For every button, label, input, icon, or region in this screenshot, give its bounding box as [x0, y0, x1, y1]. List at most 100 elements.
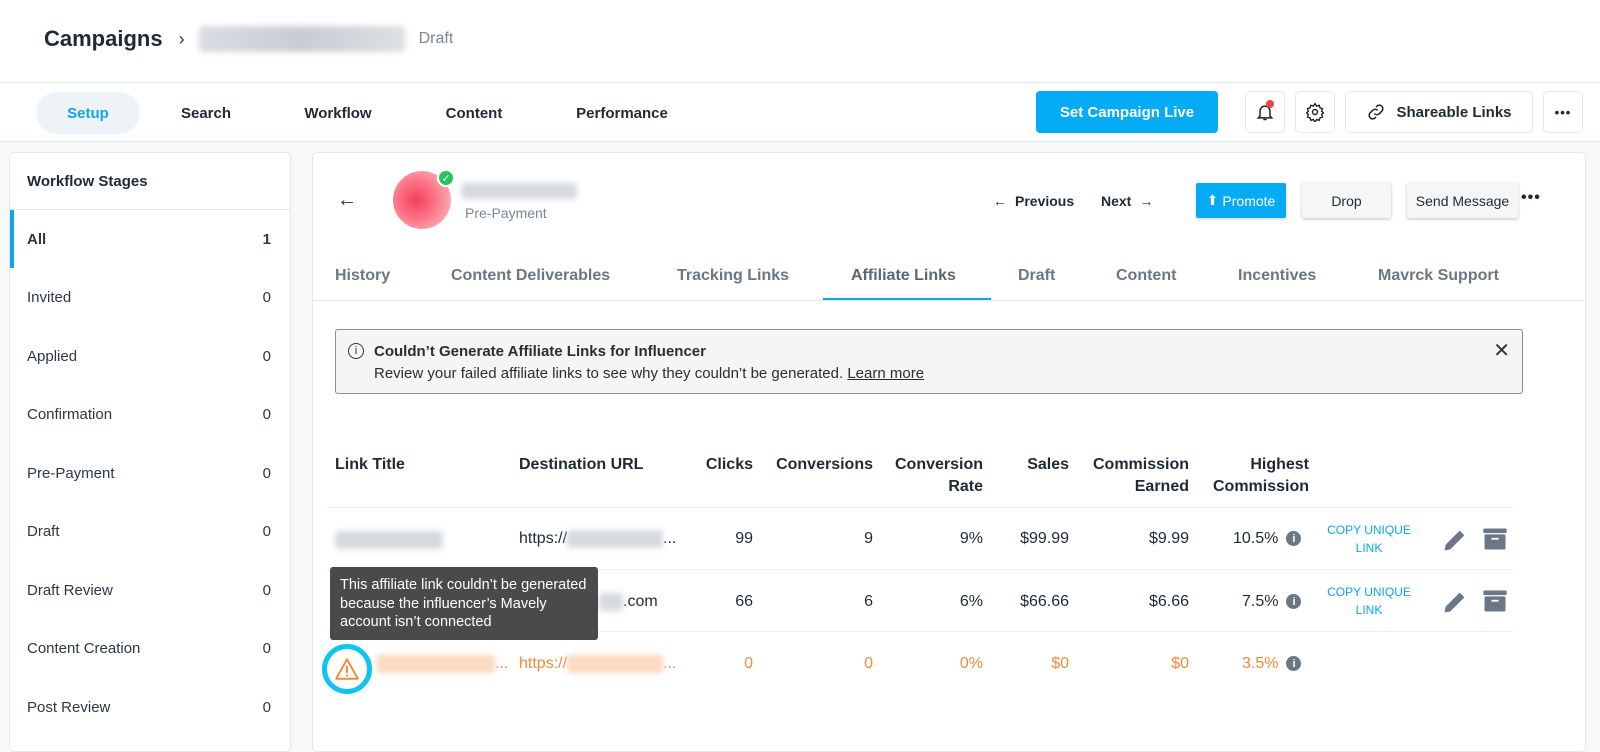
stage-count: 0 [262, 289, 271, 307]
copy-unique-link-button[interactable]: COPY UNIQUE LINK [1319, 521, 1419, 557]
stage-count: 0 [262, 640, 271, 658]
highest-value: 7.5% [1242, 593, 1279, 610]
stage-confirmation[interactable]: Confirmation 0 [10, 386, 290, 445]
tab-content[interactable]: Content [445, 104, 503, 122]
info-icon[interactable]: i [1286, 531, 1302, 547]
pencil-icon[interactable] [1441, 588, 1469, 616]
stage-post-review[interactable]: Post Review 0 [10, 678, 290, 737]
more-icon: ••• [1554, 104, 1572, 120]
subtab-affiliate-links[interactable]: Affiliate Links [851, 267, 956, 284]
next-button[interactable]: Next → [1101, 193, 1153, 209]
subtab-incentives[interactable]: Incentives [1238, 267, 1317, 284]
active-tab-indicator [823, 298, 991, 300]
col-highest-commission: Highest Commission [1199, 454, 1309, 498]
affiliate-links-alert: i Couldn’t Generate Affiliate Links for … [335, 329, 1523, 394]
col-destination-url: Destination URL [519, 456, 644, 473]
highest-commission-value: 7.5% i [1242, 593, 1302, 611]
subtab-draft[interactable]: Draft [1018, 267, 1056, 284]
influencer-detail-panel: ← ✓ Pre-Payment ← Previous Next → ⬆ Promote… [312, 152, 1586, 752]
highest-value: 10.5% [1233, 530, 1279, 547]
stage-invited[interactable]: Invited 0 [10, 269, 290, 328]
avatar: ✓ [393, 169, 455, 229]
learn-more-link[interactable]: Learn more [847, 365, 925, 382]
stage-all[interactable]: All 1 [10, 210, 290, 269]
sales-value: $99.99 [1020, 530, 1069, 547]
notifications-button[interactable] [1245, 91, 1285, 133]
subtab-content-deliverables[interactable]: Content Deliverables [451, 267, 611, 284]
destination-url[interactable]: https://... [519, 530, 676, 548]
workflow-stages-panel: Workflow Stages All 1 Invited 0 Applied 0 C… [9, 152, 291, 752]
clicks-value: 99 [735, 530, 753, 547]
highest-value: 3.5% [1242, 655, 1279, 672]
close-icon[interactable]: ✕ [1493, 340, 1510, 362]
archive-icon[interactable] [1481, 587, 1509, 615]
url-prefix: https:// [519, 655, 568, 673]
url-suffix: .com [623, 593, 658, 611]
more-icon[interactable]: ••• [1521, 189, 1541, 206]
info-icon: i [348, 343, 364, 359]
promote-button[interactable]: ⬆ Promote [1196, 183, 1286, 218]
workflow-stages-title: Workflow Stages [10, 153, 290, 210]
stage-count: 1 [262, 230, 271, 248]
failed-link-tooltip: This affiliate link couldn’t be generate… [330, 567, 598, 640]
more-options-button[interactable]: ••• [1543, 91, 1583, 133]
stage-pre-payment[interactable]: Pre-Payment 0 [10, 444, 290, 503]
conversions-value: 6 [864, 593, 873, 610]
highest-commission-value: 10.5% i [1233, 530, 1302, 548]
url-prefix: https:// [519, 530, 568, 548]
col-conversions: Conversions [776, 456, 873, 473]
previous-button[interactable]: ← Previous [993, 193, 1074, 209]
copy-unique-link-button[interactable]: COPY UNIQUE LINK [1319, 583, 1419, 619]
subtab-history[interactable]: History [335, 267, 391, 284]
campaign-status: Draft [418, 30, 454, 47]
col-header-line: Commission [1212, 478, 1309, 495]
back-arrow-icon[interactable]: ← [337, 189, 357, 211]
failed-link-warning-highlight[interactable] [322, 644, 372, 694]
set-campaign-live-button[interactable]: Set Campaign Live [1036, 91, 1218, 133]
shareable-links-button[interactable]: Shareable Links [1345, 91, 1533, 133]
col-header-line: Conversion [894, 456, 983, 473]
stage-count: 0 [262, 406, 271, 424]
pencil-icon[interactable] [1441, 526, 1469, 554]
settings-button[interactable] [1295, 91, 1335, 133]
archive-icon[interactable] [1481, 525, 1509, 553]
stage-applied[interactable]: Applied 0 [10, 327, 290, 386]
tab-performance[interactable]: Performance [576, 104, 668, 122]
col-clicks: Clicks [705, 456, 753, 473]
stage-content-creation[interactable]: Content Creation 0 [10, 620, 290, 679]
alert-title: Couldn’t Generate Affiliate Links for In… [374, 343, 706, 360]
tab-setup[interactable]: Setup [36, 92, 140, 134]
destination-url[interactable]: .com [599, 593, 658, 611]
stage-label: Content Creation [27, 640, 141, 658]
drop-button[interactable]: Drop [1302, 183, 1391, 218]
info-icon[interactable]: i [1286, 594, 1302, 610]
campaign-name-blurred [198, 26, 405, 52]
subtab-tracking-links[interactable]: Tracking Links [677, 267, 790, 284]
col-header-line: Rate [948, 478, 983, 495]
link-title-blurred: ... [377, 655, 508, 673]
gear-icon [1305, 102, 1325, 122]
stage-label: Applied [27, 347, 78, 365]
conversions-value: 9 [864, 530, 873, 547]
tab-workflow[interactable]: Workflow [304, 104, 372, 122]
subtab-mavrck-support[interactable]: Mavrck Support [1378, 267, 1499, 284]
conversion-rate-value: 9% [959, 530, 983, 547]
arrow-right-icon: → [1139, 193, 1154, 209]
shareable-links-label: Shareable Links [1396, 103, 1512, 121]
breadcrumb-campaigns[interactable]: Campaigns [44, 26, 163, 51]
arrow-up-icon: ⬆ [1206, 192, 1219, 208]
commission-value: $0 [1171, 655, 1189, 672]
tab-search[interactable]: Search [180, 104, 232, 122]
alert-body: Review your failed affiliate links to se… [374, 365, 924, 382]
previous-label: Previous [1015, 193, 1075, 209]
destination-url[interactable]: https://... [519, 655, 676, 673]
col-commission-earned: Commission Earned [1079, 454, 1189, 498]
stage-label: Pre-Payment [27, 464, 115, 482]
info-icon[interactable]: i [1286, 656, 1302, 672]
influencer-name-blurred [461, 183, 577, 199]
stage-label: Draft Review [27, 581, 113, 599]
stage-draft[interactable]: Draft 0 [10, 503, 290, 562]
stage-draft-review[interactable]: Draft Review 0 [10, 561, 290, 620]
subtab-content[interactable]: Content [1116, 267, 1177, 284]
send-message-button[interactable]: Send Message [1407, 183, 1518, 218]
